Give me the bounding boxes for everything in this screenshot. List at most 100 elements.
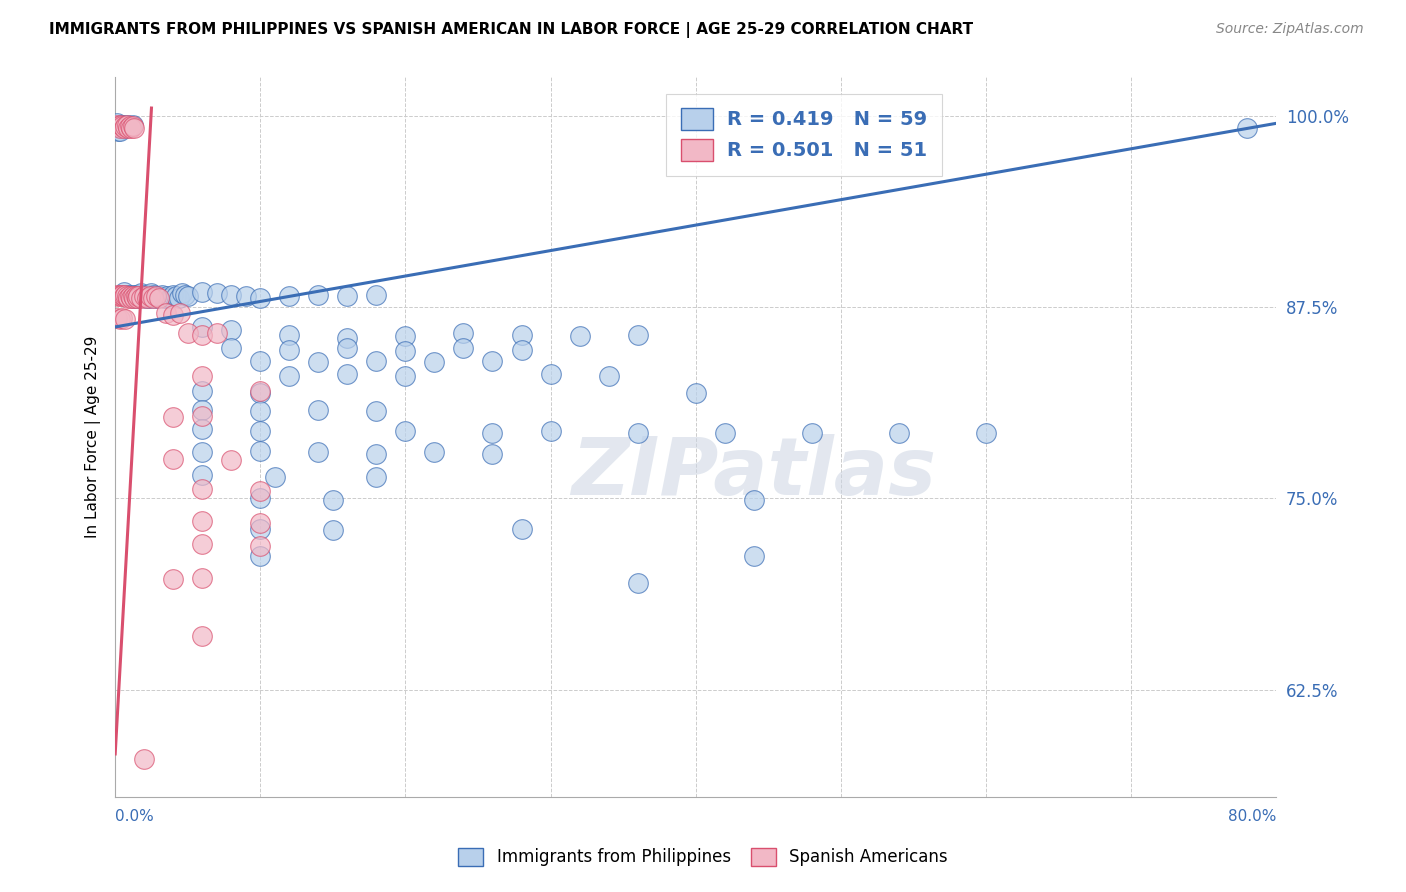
Point bbox=[394, 424, 416, 438]
Point bbox=[249, 443, 271, 458]
Point bbox=[162, 287, 184, 301]
Point bbox=[111, 287, 134, 301]
Text: 0.0%: 0.0% bbox=[115, 809, 153, 824]
Text: Source: ZipAtlas.com: Source: ZipAtlas.com bbox=[1216, 22, 1364, 37]
Point bbox=[249, 353, 271, 368]
Point bbox=[336, 331, 359, 345]
Point bbox=[278, 343, 301, 357]
Point bbox=[159, 291, 181, 305]
Point bbox=[108, 312, 131, 326]
Point bbox=[120, 287, 142, 301]
Point bbox=[191, 327, 214, 342]
Point bbox=[249, 483, 271, 498]
Point bbox=[191, 422, 214, 436]
Point bbox=[173, 287, 195, 301]
Point bbox=[115, 118, 138, 132]
Point bbox=[141, 286, 163, 301]
Point bbox=[191, 571, 214, 585]
Point bbox=[111, 120, 134, 134]
Point bbox=[510, 327, 533, 342]
Point bbox=[162, 451, 184, 466]
Point bbox=[249, 491, 271, 506]
Point bbox=[336, 289, 359, 303]
Point bbox=[117, 291, 139, 305]
Point bbox=[136, 291, 159, 305]
Point bbox=[307, 402, 329, 417]
Point bbox=[481, 447, 503, 461]
Point bbox=[191, 629, 214, 643]
Point bbox=[138, 287, 160, 301]
Point bbox=[156, 289, 179, 303]
Point bbox=[114, 289, 136, 303]
Point bbox=[278, 368, 301, 383]
Point bbox=[540, 368, 562, 382]
Point bbox=[1236, 120, 1258, 135]
Point bbox=[162, 813, 184, 827]
Point bbox=[249, 522, 271, 536]
Point bbox=[191, 409, 214, 423]
Point bbox=[307, 355, 329, 369]
Point bbox=[121, 120, 143, 134]
Point bbox=[177, 289, 200, 303]
Point bbox=[307, 445, 329, 459]
Point bbox=[127, 289, 149, 303]
Point bbox=[112, 118, 135, 132]
Point bbox=[249, 549, 271, 564]
Point bbox=[540, 424, 562, 438]
Point bbox=[219, 287, 242, 301]
Point bbox=[122, 120, 145, 135]
Point bbox=[117, 118, 139, 132]
Point bbox=[110, 118, 132, 132]
Point bbox=[205, 286, 228, 301]
Point bbox=[108, 124, 131, 138]
Point bbox=[366, 404, 388, 418]
Point bbox=[453, 342, 475, 356]
Point bbox=[167, 291, 190, 305]
Point bbox=[108, 120, 131, 134]
Point bbox=[366, 447, 388, 461]
Point bbox=[249, 539, 271, 553]
Point bbox=[394, 368, 416, 383]
Point bbox=[131, 286, 153, 301]
Point bbox=[145, 289, 167, 303]
Point bbox=[105, 287, 128, 301]
Point bbox=[510, 343, 533, 357]
Point bbox=[134, 287, 156, 301]
Point bbox=[481, 425, 503, 440]
Point bbox=[307, 287, 329, 301]
Point bbox=[278, 327, 301, 342]
Point bbox=[191, 445, 214, 459]
Point bbox=[336, 368, 359, 382]
Point bbox=[366, 353, 388, 368]
Point bbox=[219, 453, 242, 467]
Point bbox=[107, 124, 129, 138]
Legend: Immigrants from Philippines, Spanish Americans: Immigrants from Philippines, Spanish Ame… bbox=[450, 839, 956, 875]
Point bbox=[125, 291, 148, 305]
Point bbox=[121, 118, 143, 132]
Point bbox=[120, 120, 142, 134]
Legend: R = 0.419   N = 59, R = 0.501   N = 51: R = 0.419 N = 59, R = 0.501 N = 51 bbox=[666, 94, 942, 176]
Point bbox=[394, 344, 416, 359]
Point bbox=[118, 120, 141, 134]
Point bbox=[125, 287, 148, 301]
Point bbox=[148, 291, 170, 305]
Point bbox=[626, 575, 648, 590]
Point bbox=[278, 289, 301, 303]
Point bbox=[366, 287, 388, 301]
Point bbox=[115, 289, 138, 303]
Point bbox=[510, 522, 533, 536]
Point bbox=[394, 329, 416, 343]
Text: ZIPatlas: ZIPatlas bbox=[571, 434, 936, 512]
Point bbox=[481, 353, 503, 368]
Point bbox=[219, 323, 242, 337]
Point bbox=[191, 319, 214, 334]
Point bbox=[105, 310, 128, 325]
Point bbox=[249, 384, 271, 399]
Point bbox=[165, 289, 187, 303]
Point bbox=[191, 368, 214, 383]
Point bbox=[742, 492, 765, 507]
Point bbox=[131, 291, 153, 305]
Point bbox=[142, 291, 165, 305]
Point bbox=[120, 291, 142, 305]
Point bbox=[191, 514, 214, 528]
